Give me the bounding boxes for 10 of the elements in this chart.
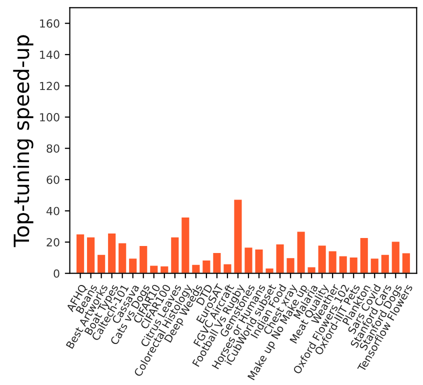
y-tick-label: 100 — [40, 113, 60, 122]
y-tick-label: 120 — [40, 82, 60, 90]
y-tick-label: 40 — [46, 206, 60, 216]
y-tick-label: 160 — [40, 19, 60, 28]
y-tick-label: 0 — [54, 269, 60, 278]
y-tick-label: 60 — [46, 176, 60, 184]
y-tick-label: 20 — [46, 238, 60, 246]
y-axis-title: Top-tuning speed-up — [13, 35, 34, 248]
y-tick-label: 80 — [46, 144, 60, 153]
y-tick-label: 140 — [40, 50, 60, 59]
